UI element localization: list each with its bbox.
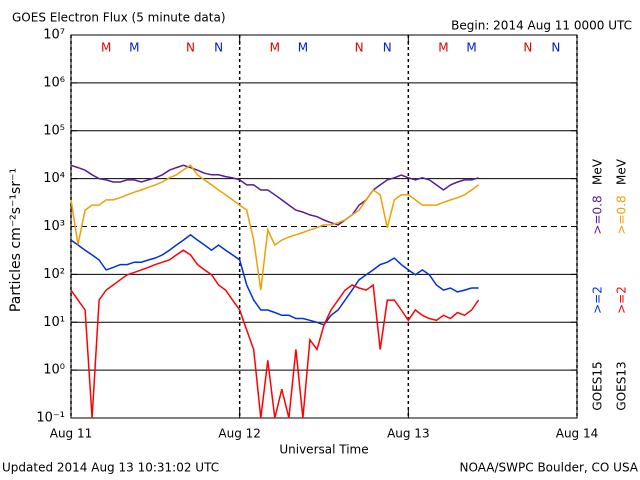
data-line (70, 164, 480, 291)
position-marker: M (298, 41, 308, 55)
position-marker: M (438, 41, 448, 55)
position-marker: M (101, 41, 111, 55)
footer-left: Updated 2014 Aug 13 10:31:02 UTC (2, 461, 219, 475)
legend-entry: >=0.8 (615, 195, 629, 234)
position-marker: M (129, 41, 139, 55)
x-tick-label: Aug 13 (387, 427, 430, 441)
y-tick-label: 10³ (43, 219, 65, 234)
y-axis-title: Particles cm⁻²s⁻¹sr⁻¹ (8, 168, 24, 312)
y-tick-label: 10⁷ (43, 28, 65, 43)
legend-entry: >=0.8 (591, 195, 605, 234)
y-tick-label: 10⁵ (43, 123, 65, 138)
position-marker: N (383, 41, 392, 55)
data-line (70, 233, 479, 326)
chart-subtitle: Begin: 2014 Aug 11 0000 UTC (451, 19, 632, 33)
y-tick-label: 10⁶ (43, 75, 65, 90)
y-tick-label: 10² (43, 267, 65, 282)
y-tick-label: 10⁴ (43, 171, 65, 186)
position-marker: M (466, 41, 476, 55)
legend-entry: >=2 (615, 286, 629, 314)
legend-group: GOES15 (591, 361, 605, 410)
position-marker: N (355, 41, 364, 55)
x-tick-label: Aug 11 (50, 427, 93, 441)
legend-units: MeV (591, 158, 605, 185)
data-line (70, 249, 480, 419)
y-tick-label: 10⁻¹ (36, 411, 65, 426)
position-marker: M (270, 41, 280, 55)
position-marker: N (551, 41, 560, 55)
x-axis-title: Universal Time (279, 443, 368, 457)
footer-right: NOAA/SWPC Boulder, CO USA (460, 461, 639, 475)
plot-frame (70, 34, 578, 419)
x-tick-label: Aug 12 (218, 427, 261, 441)
x-tick-label: Aug 14 (556, 427, 599, 441)
position-marker: N (214, 41, 223, 55)
data-line (70, 164, 479, 226)
y-tick-label: 10⁰ (43, 363, 65, 378)
y-tick-label: 10¹ (43, 315, 65, 330)
position-marker: N (523, 41, 532, 55)
legend-entry: >=2 (591, 286, 605, 314)
legend-group: GOES13 (615, 361, 629, 410)
position-marker: N (186, 41, 195, 55)
legend-units: MeV (615, 158, 629, 185)
chart-title: GOES Electron Flux (5 minute data) (12, 11, 226, 25)
